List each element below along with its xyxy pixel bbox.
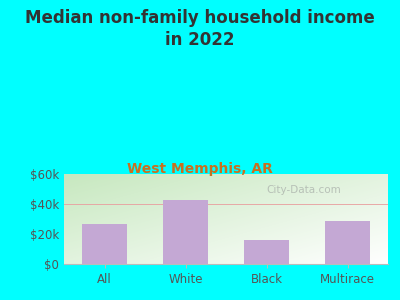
Bar — [244, 240, 289, 264]
Text: Median non-family household income
in 2022: Median non-family household income in 20… — [25, 9, 375, 49]
Bar — [325, 220, 370, 264]
Text: West Memphis, AR: West Memphis, AR — [127, 162, 273, 176]
Bar — [82, 224, 127, 264]
Bar — [163, 200, 208, 264]
Text: City-Data.com: City-Data.com — [266, 185, 341, 195]
